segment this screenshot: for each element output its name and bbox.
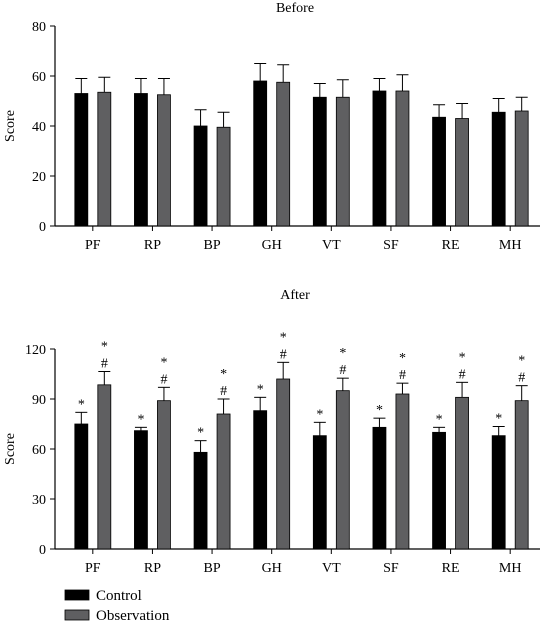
significance-star: * (399, 351, 406, 366)
significance-hash: # (459, 367, 466, 382)
legend-swatch-control (64, 589, 90, 601)
bar-control-bp (193, 451, 208, 550)
x-tick-label: GH (262, 561, 282, 576)
bar-observation-sf (395, 393, 410, 550)
significance-star: * (78, 397, 85, 412)
significance-hash: # (220, 384, 227, 399)
chart-title: After (280, 288, 310, 303)
bar-observation-mh (514, 400, 529, 550)
x-tick-label: SF (383, 561, 399, 576)
significance-star: * (316, 407, 323, 422)
legend-label-control: Control (96, 588, 142, 604)
legend: Control Observation (64, 588, 170, 623)
bar-control-sf (372, 426, 387, 550)
bar-observation-rp (157, 94, 171, 227)
x-tick-label: VT (322, 561, 341, 576)
x-tick-label: GH (262, 238, 282, 253)
bar-control-gh (253, 410, 268, 550)
bar-observation-mh (514, 110, 529, 227)
significance-star: * (220, 367, 227, 382)
x-tick-label: MH (499, 561, 522, 576)
bar-observation-bp (216, 126, 231, 227)
y-tick-label: 80 (32, 20, 46, 35)
bar-observation-pf (97, 91, 112, 227)
significance-star: * (339, 346, 346, 361)
x-tick-label: BP (204, 561, 221, 576)
bar-observation-vt (335, 390, 350, 550)
x-tick-label: MH (499, 238, 522, 253)
bar-observation-gh (276, 378, 291, 550)
significance-star: * (436, 412, 443, 427)
x-tick-label: PF (85, 561, 101, 576)
bar-observation-gh (276, 81, 291, 227)
significance-hash: # (160, 372, 167, 387)
bar-control-mh (491, 435, 506, 550)
bar-observation-pf (97, 384, 112, 550)
y-tick-label: 40 (32, 120, 46, 135)
significance-hash: # (339, 363, 346, 378)
significance-star: * (101, 340, 108, 355)
bar-control-re (432, 431, 446, 550)
bar-observation-bp (216, 413, 231, 550)
significance-star: * (137, 412, 144, 427)
chart-title: Before (276, 1, 314, 16)
y-tick-label: 60 (32, 443, 46, 458)
bar-observation-sf (395, 90, 410, 227)
x-tick-label: BP (204, 238, 221, 253)
x-tick-label: VT (322, 238, 341, 253)
bar-control-sf (372, 90, 387, 227)
after-chart: After Score 0 30 60 90 120 PF * # * RP * # * BP * # * GH * # *… (3, 288, 540, 576)
y-tick-label: 120 (25, 343, 46, 358)
significance-star: * (280, 330, 287, 345)
legend-label-observation: Observation (96, 608, 170, 623)
bar-control-vt (312, 96, 327, 227)
significance-star: * (495, 412, 502, 427)
x-tick-label: RP (144, 238, 161, 253)
y-tick-label: 30 (32, 493, 46, 508)
y-axis-label: Score (3, 110, 18, 142)
bar-control-re (432, 116, 446, 227)
x-tick-label: SF (383, 238, 399, 253)
x-tick-label: RP (144, 561, 161, 576)
y-tick-label: 0 (39, 220, 46, 235)
bar-control-vt (312, 435, 327, 550)
bar-observation-re (455, 396, 469, 550)
bar-control-pf (74, 93, 89, 227)
y-axis-label: Score (3, 433, 18, 465)
bar-observation-rp (157, 400, 171, 550)
before-chart: Before Score 0 20 40 60 80 PF RP BP GH VT SF RE MH (3, 1, 540, 253)
y-tick-label: 90 (32, 393, 46, 408)
significance-star: * (257, 382, 264, 397)
significance-star: * (160, 355, 167, 370)
significance-hash: # (399, 368, 406, 383)
x-tick-label: RE (442, 561, 460, 576)
bar-observation-vt (335, 96, 350, 227)
bar-control-bp (193, 125, 208, 227)
bar-control-pf (74, 423, 89, 550)
significance-star: * (518, 354, 525, 369)
x-tick-label: RE (442, 238, 460, 253)
bar-control-gh (253, 80, 268, 227)
significance-hash: # (101, 357, 108, 372)
significance-hash: # (518, 371, 525, 386)
bar-control-mh (491, 111, 506, 227)
legend-swatch-observation (64, 609, 90, 621)
significance-star: * (376, 403, 383, 418)
significance-star: * (197, 426, 204, 441)
bar-control-rp (134, 93, 148, 227)
significance-star: * (459, 350, 466, 365)
y-tick-label: 60 (32, 70, 46, 85)
bar-observation-re (455, 118, 469, 227)
significance-hash: # (280, 347, 287, 362)
y-tick-label: 0 (39, 543, 46, 558)
y-tick-label: 20 (32, 170, 46, 185)
bar-control-rp (134, 430, 148, 550)
x-tick-label: PF (85, 238, 101, 253)
